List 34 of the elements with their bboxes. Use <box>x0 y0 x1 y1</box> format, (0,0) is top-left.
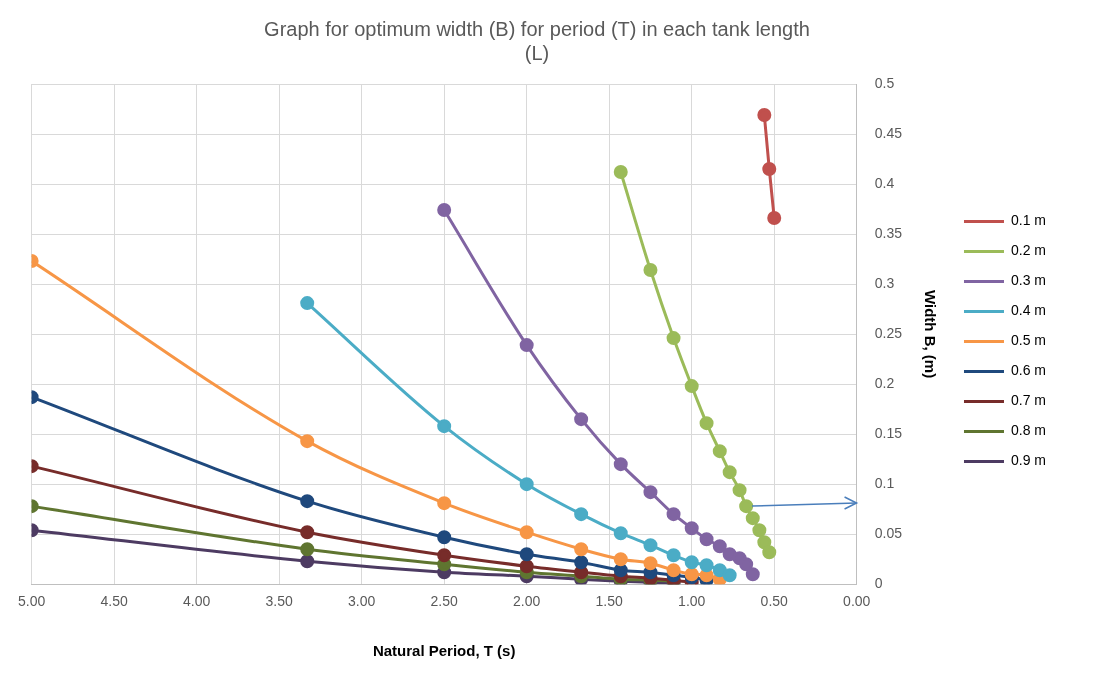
x-tick-label: 1.50 <box>595 593 624 610</box>
x-tick-label: 2.50 <box>430 593 459 610</box>
y-tick-label: 0.5 <box>874 74 895 91</box>
legend-label: 0.3 m <box>1010 272 1046 289</box>
legend-label: 0.9 m <box>1010 452 1046 469</box>
legend-label: 0.4 m <box>1010 302 1046 319</box>
x-tick-label: 5.00 <box>18 593 46 610</box>
y-tick-label: 0.3 <box>874 274 895 291</box>
x-tick-label: 4.00 <box>183 593 211 610</box>
x-tick-label: 4.50 <box>100 593 128 610</box>
y-tick-label: 0.4 <box>874 174 895 191</box>
legend-label: 0.8 m <box>1010 422 1046 439</box>
y-tick-label: 0.1 <box>874 475 895 492</box>
x-tick-label: 2.00 <box>513 593 541 610</box>
y-axis-title: Width B, (m) <box>921 290 939 379</box>
x-tick-label: 3.00 <box>348 593 376 610</box>
y-tick-label: 0.15 <box>874 425 903 441</box>
legend-label: 0.5 m <box>1010 332 1046 349</box>
y-tick-label: 0.45 <box>874 124 903 141</box>
y-tick-label: 0.2 <box>874 374 895 391</box>
legend-label: 0.6 m <box>1010 362 1046 379</box>
y-tick-label: 0.25 <box>874 324 903 341</box>
x-axis-title: Natural Period, T (s) <box>372 642 516 660</box>
x-tick-label: 1.00 <box>678 593 706 610</box>
legend-label: 0.7 m <box>1010 392 1046 409</box>
x-tick-label: 0.00 <box>843 593 871 610</box>
x-tick-label: 3.50 <box>265 593 293 610</box>
legend-label: 0.2 m <box>1010 242 1046 259</box>
x-tick-label: 0.50 <box>760 593 789 610</box>
y-tick-label: 0.05 <box>874 525 903 542</box>
y-tick-label: 0.35 <box>874 224 903 241</box>
y-tick-label: 0 <box>874 575 883 592</box>
chart-title: Graph for optimum width (B) for period (T) in each tank length (L) <box>264 17 810 64</box>
legend-label: 0.1 m <box>1010 212 1046 229</box>
